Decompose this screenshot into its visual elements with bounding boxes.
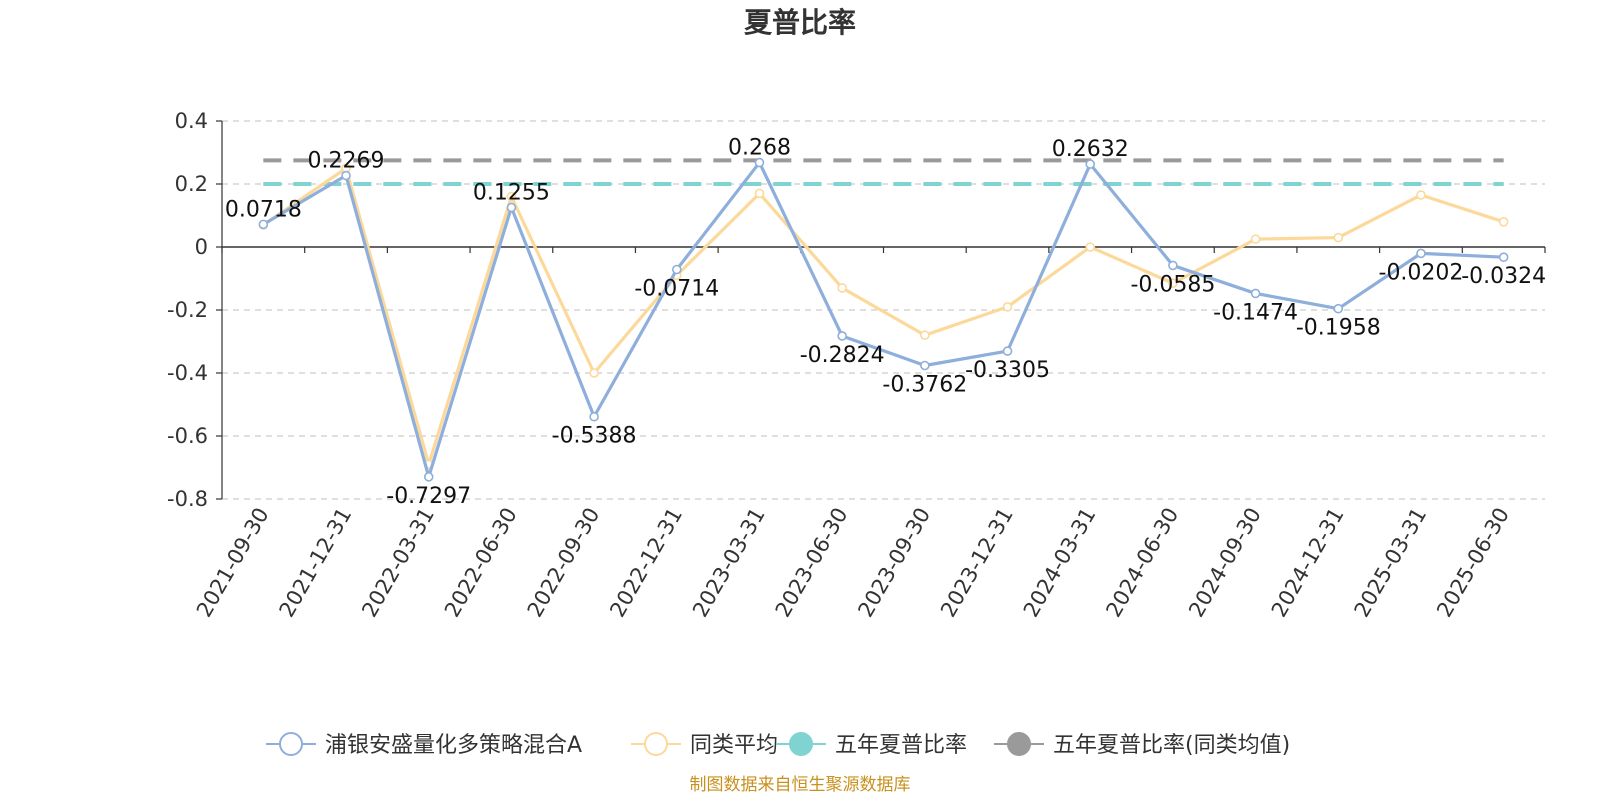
data-label: -0.3762 <box>882 373 967 398</box>
data-label: -0.1474 <box>1213 300 1298 325</box>
data-point <box>1168 260 1178 271</box>
data-point <box>1085 242 1096 252</box>
data-point <box>1498 252 1509 263</box>
data-label: -0.7297 <box>386 484 471 509</box>
data-label: 0.1255 <box>473 180 550 205</box>
data-point <box>1002 346 1013 356</box>
data-point <box>258 219 269 230</box>
x-tick-label: 2024-12-31 <box>1267 504 1349 622</box>
data-label: 0.2632 <box>1052 137 1129 162</box>
data-point <box>423 472 434 482</box>
data-label: 0.268 <box>728 136 791 161</box>
data-point <box>506 191 517 202</box>
data-point <box>1002 302 1013 312</box>
x-tick-label: 2025-06-30 <box>1432 504 1514 622</box>
data-source-note: 制图数据来自恒生聚源数据库 <box>690 775 911 795</box>
data-point <box>1085 159 1096 169</box>
data-label: -0.0714 <box>634 276 719 301</box>
legend: 浦银安盛量化多策略混合A 同类平均 五年夏普比率 五年夏普比率(同类均值) <box>266 732 1290 758</box>
data-point <box>920 330 930 341</box>
chart-title: 夏普比率 <box>744 6 856 39</box>
y-tick-label: -0.2 <box>167 298 208 322</box>
legend-marker <box>789 732 813 756</box>
x-tick-label: 2022-06-30 <box>440 504 522 622</box>
legend-marker <box>644 732 668 756</box>
y-tick-label: 0 <box>195 235 208 259</box>
data-point <box>589 368 599 378</box>
y-axis: 0.4 0.2 0 -0.2 -0.4 -0.6 -0.8 <box>167 109 223 511</box>
data-label: -0.0324 <box>1461 264 1546 289</box>
data-point <box>1416 190 1426 200</box>
x-tick-label: 2022-09-30 <box>523 504 605 622</box>
x-tick-label: 2022-12-31 <box>605 504 687 622</box>
data-point <box>1333 232 1344 243</box>
y-tick-label: -0.4 <box>167 361 208 385</box>
y-tick-label: 0.2 <box>175 172 208 196</box>
data-label: -0.0202 <box>1379 260 1464 285</box>
series-line <box>262 160 1504 479</box>
x-tick-label: 2021-09-30 <box>192 504 274 622</box>
x-tick-label: 2025-03-31 <box>1349 504 1431 622</box>
data-point <box>1168 278 1178 289</box>
data-point <box>1498 217 1509 227</box>
x-tick-label: 2023-03-31 <box>688 504 770 622</box>
y-tick-label: 0.4 <box>175 109 208 133</box>
data-label: 0.0718 <box>225 197 302 222</box>
x-tick-label: 2021-12-31 <box>275 504 357 622</box>
data-point <box>589 411 599 422</box>
x-tick-label: 2024-09-30 <box>1184 504 1266 622</box>
data-label: -0.3305 <box>965 358 1050 383</box>
x-tick-label: 2024-03-31 <box>1019 504 1101 622</box>
data-point <box>1250 234 1261 244</box>
data-point <box>341 170 351 181</box>
data-label: 0.2269 <box>308 149 385 174</box>
data-point <box>671 264 682 275</box>
x-tick-label: 2023-12-31 <box>936 504 1018 622</box>
legend-label: 浦银安盛量化多策略混合A <box>325 733 582 758</box>
data-point <box>1416 248 1426 259</box>
data-point <box>506 202 517 213</box>
data-point <box>920 360 930 371</box>
data-point <box>1333 303 1344 314</box>
y-tick-label: -0.6 <box>167 424 208 448</box>
x-tick-label: 2023-06-30 <box>771 504 853 622</box>
data-label: -0.5388 <box>552 424 637 449</box>
data-label: -0.0585 <box>1130 272 1215 297</box>
data-label: -0.1958 <box>1296 316 1381 341</box>
series-lines <box>258 157 1509 482</box>
series-line <box>262 166 1505 466</box>
data-point <box>1250 288 1261 299</box>
data-point <box>837 283 847 293</box>
legend-label: 五年夏普比率 <box>835 733 967 758</box>
y-tick-label: -0.8 <box>167 487 208 511</box>
data-label: -0.2824 <box>800 343 885 368</box>
x-tick-label: 2023-09-30 <box>853 504 935 622</box>
data-point <box>837 331 847 341</box>
data-point <box>754 157 765 168</box>
x-tick-label: 2024-06-30 <box>1101 504 1183 622</box>
legend-marker <box>1007 732 1031 756</box>
legend-marker <box>279 732 303 756</box>
x-tick-label: 2022-03-31 <box>357 504 439 622</box>
legend-label: 五年夏普比率(同类均值) <box>1053 733 1290 758</box>
legend-label: 同类平均 <box>690 733 778 758</box>
data-point <box>754 188 765 199</box>
